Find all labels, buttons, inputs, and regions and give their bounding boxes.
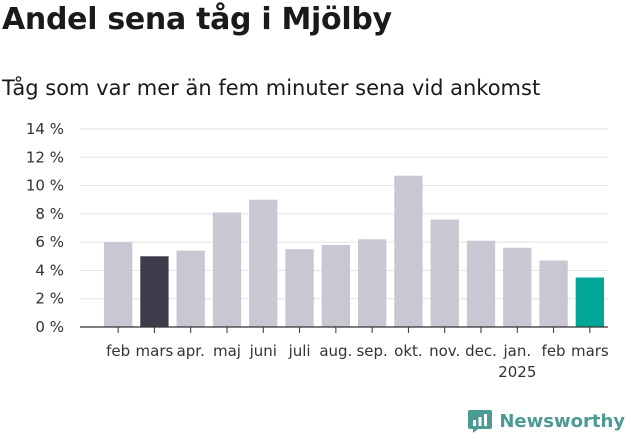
bar <box>176 250 205 327</box>
y-tick-label: 12 % <box>26 148 64 166</box>
x-tick-label: feb <box>542 342 566 360</box>
bar <box>575 277 605 327</box>
x-tick-label: aug. <box>319 342 352 360</box>
chart-title: Andel sena tåg i Mjölby <box>2 2 392 37</box>
brand-name: Newsworthy <box>499 410 625 432</box>
y-tick-label: 8 % <box>35 205 64 223</box>
bar <box>430 219 459 327</box>
bar <box>249 199 278 327</box>
x-tick-label: apr. <box>177 342 205 360</box>
x-tick-label: juni <box>249 342 277 360</box>
x-tick-label: sep. <box>356 342 387 360</box>
y-tick-label: 14 % <box>26 120 64 138</box>
y-tick-label: 0 % <box>35 318 64 336</box>
bar <box>285 249 314 327</box>
x-tick-label: okt. <box>394 342 423 360</box>
x-tick-label: mars <box>136 342 174 360</box>
bar <box>503 247 532 327</box>
x-tick-label: maj <box>213 342 241 360</box>
chart-subtitle: Tåg som var mer än fem minuter sena vid … <box>2 76 541 100</box>
y-tick-label: 6 % <box>35 233 64 251</box>
bar <box>394 175 423 327</box>
bar <box>466 240 496 327</box>
newsworthy-logo-icon <box>468 410 493 433</box>
bar <box>103 242 133 327</box>
y-tick-label: 10 % <box>26 177 64 195</box>
bar <box>321 244 351 327</box>
bar <box>140 256 169 327</box>
year-label: 2025 <box>498 363 536 381</box>
x-tick-label: dec. <box>465 342 497 360</box>
bar <box>212 212 242 327</box>
x-tick-label: mars <box>571 342 609 360</box>
y-tick-label: 2 % <box>35 290 64 308</box>
x-tick-label: jan. <box>502 342 531 360</box>
brand-logo: Newsworthy <box>467 408 625 434</box>
bar <box>357 239 387 327</box>
y-tick-label: 4 % <box>35 261 64 279</box>
x-tick-label: nov. <box>429 342 460 360</box>
x-tick-label: feb <box>106 342 130 360</box>
bar <box>539 260 568 327</box>
x-tick-label: juli <box>288 342 311 360</box>
